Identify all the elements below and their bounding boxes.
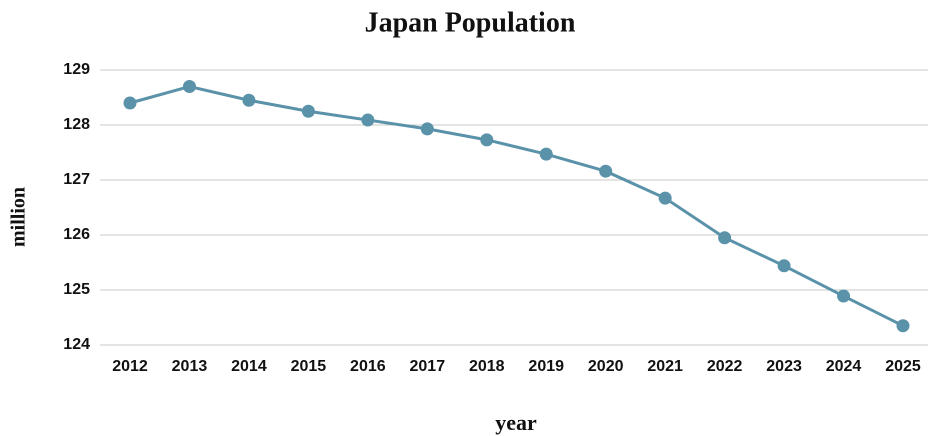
x-tick-label: 2025 — [885, 358, 921, 375]
x-tick-label: 2021 — [647, 358, 683, 375]
y-tick-label: 128 — [63, 116, 90, 133]
x-tick-label: 2013 — [172, 358, 208, 375]
point — [301, 104, 315, 118]
x-tick-label: 2022 — [707, 358, 743, 375]
point — [896, 319, 910, 333]
y-tick-label: 126 — [63, 226, 90, 243]
x-axis-label: year — [495, 410, 537, 435]
point — [361, 113, 375, 127]
point — [777, 259, 791, 273]
x-tick-label: 2018 — [469, 358, 505, 375]
point — [420, 122, 434, 136]
point — [718, 231, 732, 245]
point — [539, 147, 553, 161]
y-tick-label: 125 — [63, 281, 90, 298]
x-tick-label: 2014 — [231, 358, 267, 375]
chart-title: Japan Population — [365, 7, 576, 38]
point — [658, 191, 672, 205]
point — [480, 133, 494, 147]
x-tick-label: 2012 — [112, 358, 148, 375]
point — [182, 80, 196, 93]
y-tick-label: 124 — [63, 336, 90, 353]
x-tick-label: 2017 — [410, 358, 446, 375]
point — [123, 96, 137, 110]
x-tick-label: 2015 — [291, 358, 327, 375]
point — [242, 93, 256, 107]
x-tick-label: 2020 — [588, 358, 624, 375]
y-axis-label: million — [8, 187, 30, 247]
x-tick-label: 2023 — [766, 358, 802, 375]
point — [599, 164, 613, 178]
point — [837, 289, 851, 303]
x-tick-label: 2016 — [350, 358, 386, 375]
line — [129, 84, 904, 328]
x-tick-label: 2024 — [826, 358, 862, 375]
x-tick-label: 2019 — [528, 358, 564, 375]
y-tick-label: 127 — [63, 171, 90, 188]
y-tick-label: 129 — [63, 61, 90, 78]
